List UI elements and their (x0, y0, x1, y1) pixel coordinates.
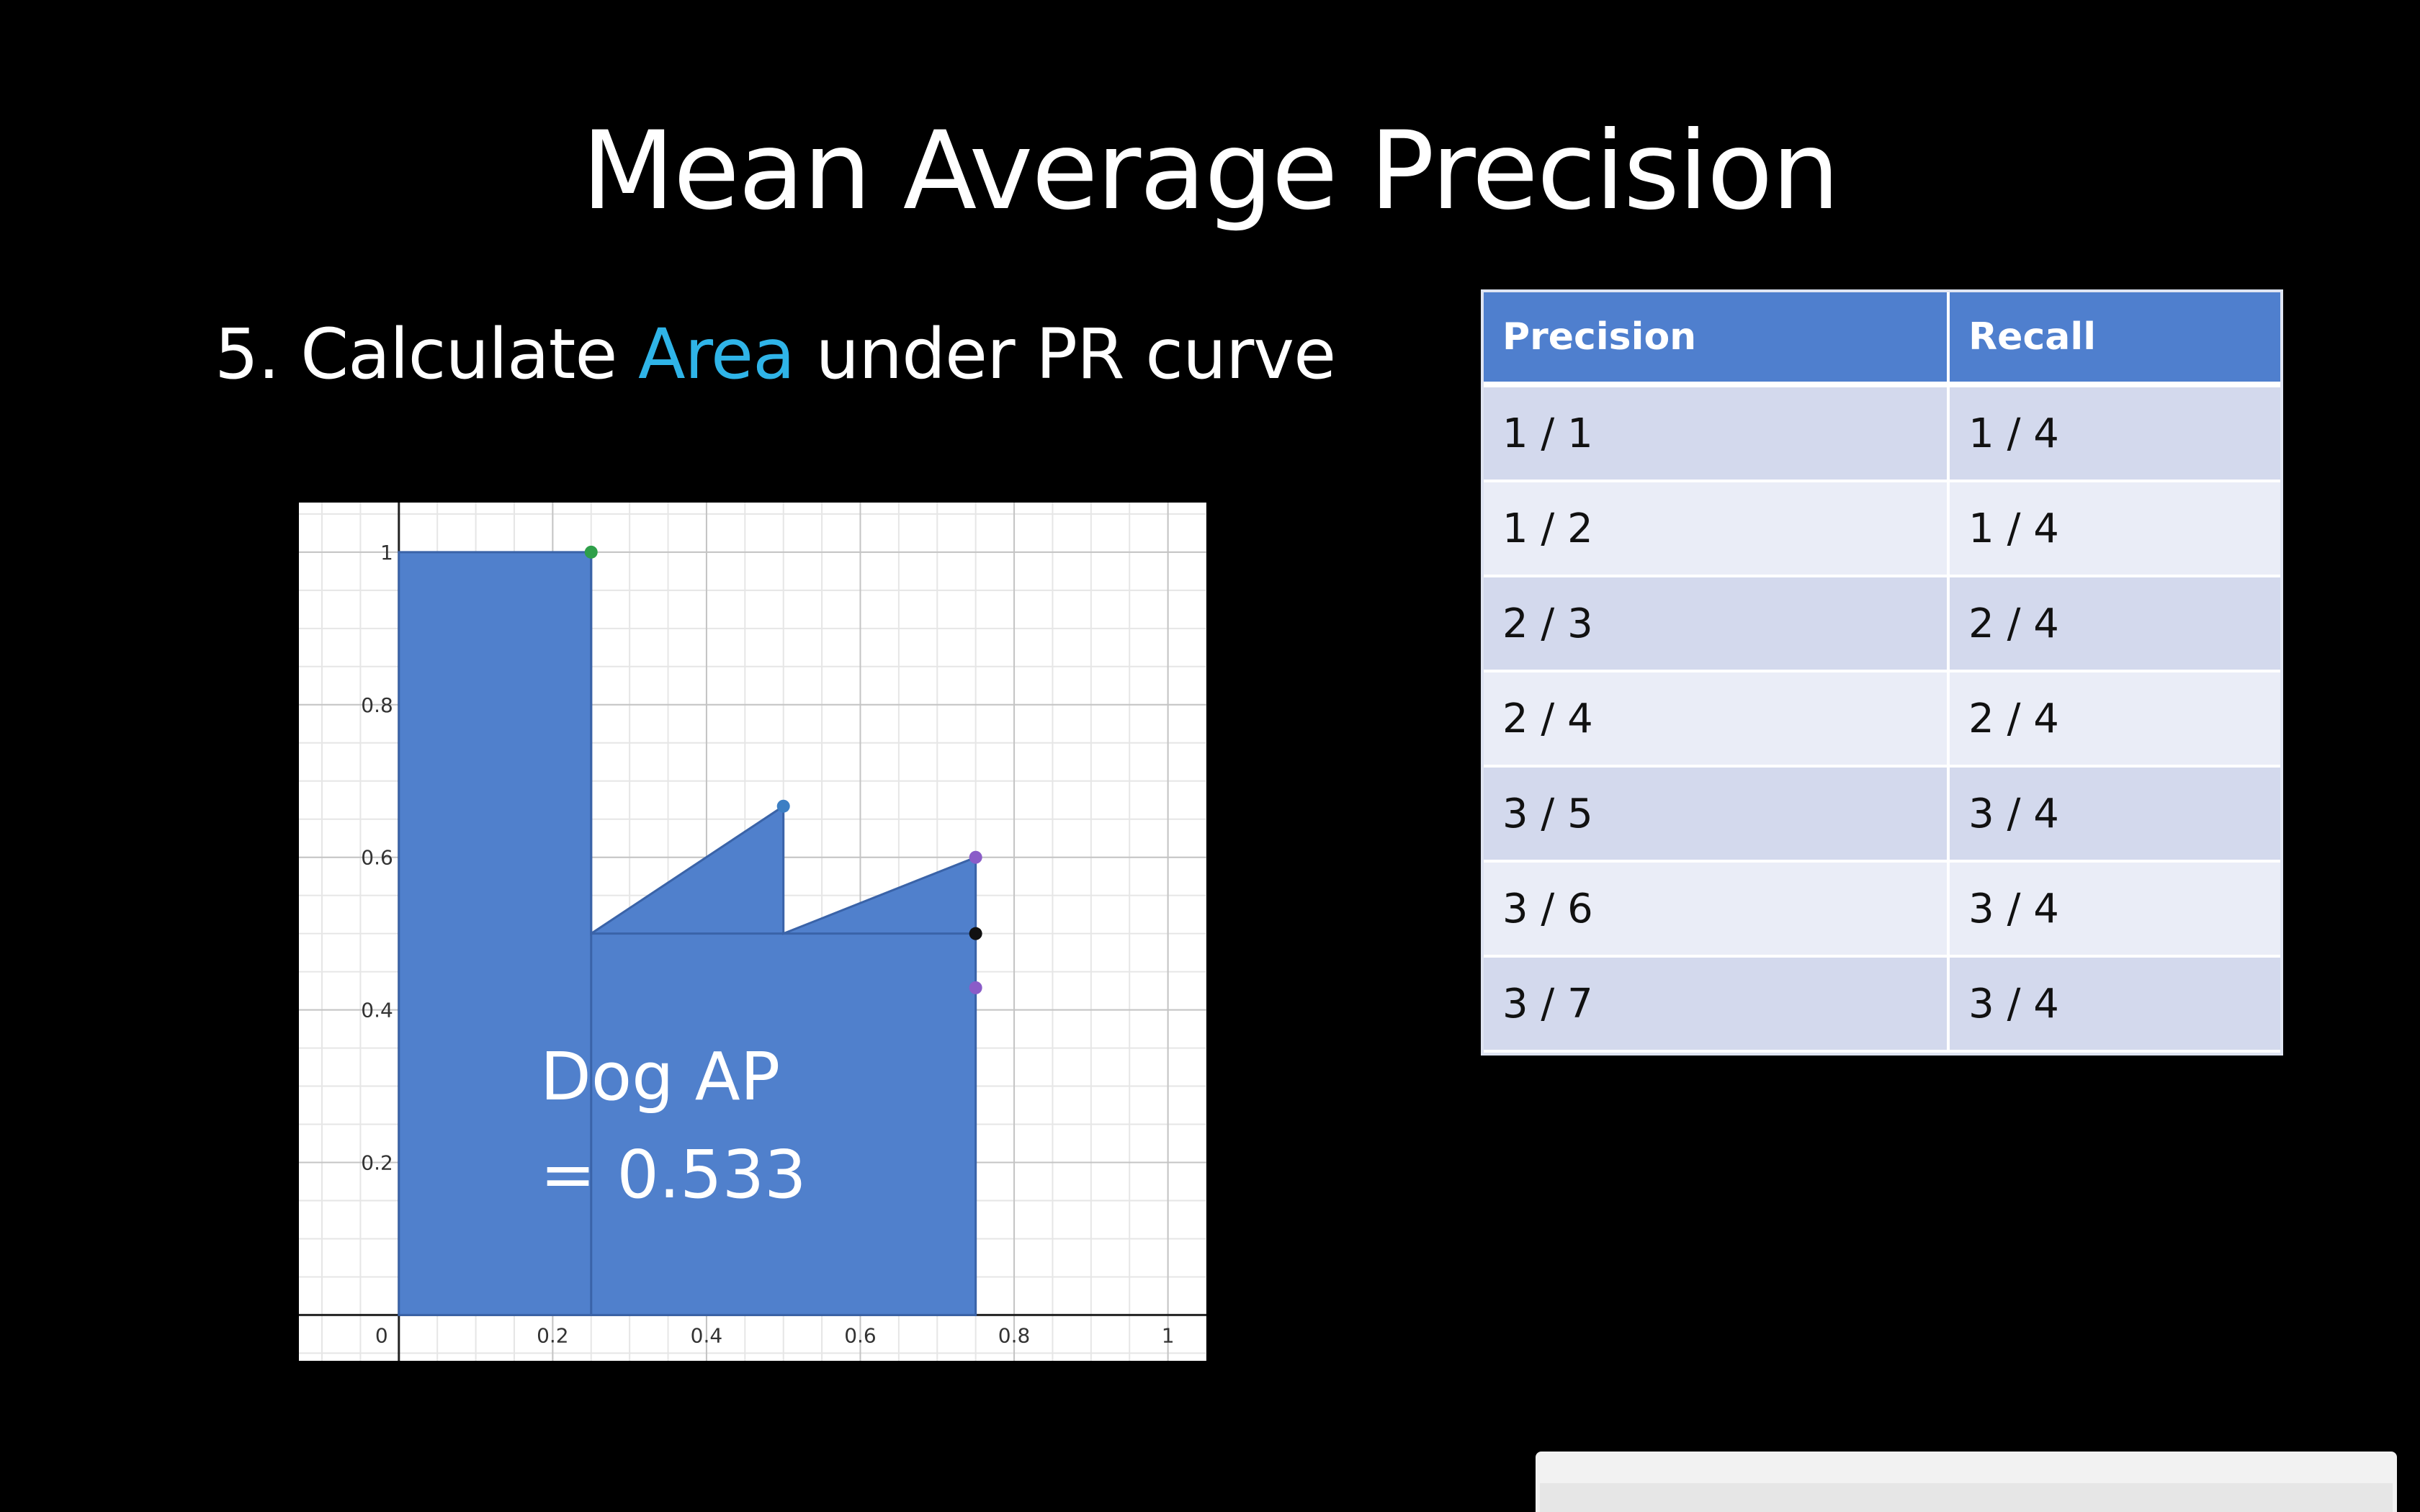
recall-cell: 3 / 4 (1948, 861, 2280, 958)
pr-curve-svg: 0 0.2 0.4 0.6 0.8 1 0.2 0.4 0.6 0.8 1 (299, 503, 1206, 1361)
y-tick-label: 0.4 (361, 999, 393, 1022)
slide-title: Mean Average Precision (581, 109, 1839, 234)
header-precision: Precision (1484, 292, 1950, 387)
x-tick-label: 0 (375, 1323, 388, 1347)
header-recall: Recall (1948, 292, 2280, 387)
precision-cell: 2 / 4 (1484, 671, 1950, 768)
table-row: 3 / 5 3 / 4 (1484, 766, 2280, 863)
step-highlight: Area (637, 314, 795, 395)
dog-ap-line2: = 0.533 (540, 1136, 807, 1213)
pr-point (776, 799, 790, 813)
pr-point (969, 850, 982, 864)
x-tick-label: 0.2 (537, 1323, 569, 1347)
step-heading: 5. Calculate Area under PR curve (215, 311, 1336, 397)
precision-cell: 2 / 3 (1484, 576, 1950, 672)
table-row: 1 / 2 1 / 4 (1484, 481, 2280, 577)
step-prefix: 5. Calculate (215, 314, 638, 395)
recall-cell: 1 / 4 (1948, 384, 2280, 482)
overlay-panel (1536, 1452, 2397, 1512)
table-row: 2 / 4 2 / 4 (1484, 671, 2280, 768)
recall-cell: 1 / 4 (1948, 481, 2280, 577)
precision-cell: 1 / 2 (1484, 481, 1950, 577)
y-tick-label: 1 (380, 541, 393, 564)
y-tick-label: 0.8 (361, 693, 393, 717)
x-tick-label: 0.6 (844, 1323, 877, 1347)
recall-cell: 2 / 4 (1948, 576, 2280, 672)
dog-ap-annotation: Dog AP = 0.533 (540, 1028, 807, 1224)
pr-curve-chart: 0 0.2 0.4 0.6 0.8 1 0.2 0.4 0.6 0.8 1 Dog AP = 0.5… (299, 503, 1206, 1361)
recall-cell: 2 / 4 (1948, 671, 2280, 768)
table-row: 3 / 7 3 / 4 (1484, 956, 2280, 1053)
precision-cell: 3 / 6 (1484, 861, 1950, 958)
pr-point (584, 545, 598, 559)
step-suffix: under PR curve (794, 314, 1336, 395)
dog-ap-line1: Dog AP (540, 1038, 781, 1115)
table-row: 3 / 6 3 / 4 (1484, 861, 2280, 958)
y-tick-label: 0.2 (361, 1151, 393, 1175)
x-tick-label: 1 (1162, 1323, 1175, 1347)
table-row: 2 / 3 2 / 4 (1484, 576, 2280, 672)
pr-point (969, 927, 982, 940)
precision-cell: 1 / 1 (1484, 384, 1950, 482)
precision-cell: 3 / 5 (1484, 766, 1950, 863)
recall-cell: 3 / 4 (1948, 766, 2280, 863)
table-header-row: Precision Recall (1484, 292, 2280, 387)
pr-point (969, 981, 982, 994)
table-row: 1 / 1 1 / 4 (1484, 384, 2280, 482)
x-tick-label: 0.8 (998, 1323, 1031, 1347)
precision-cell: 3 / 7 (1484, 956, 1950, 1053)
y-tick-label: 0.6 (361, 846, 393, 870)
precision-recall-table: Precision Recall 1 / 1 1 / 4 1 / 2 1 / 4… (1481, 289, 2283, 1056)
x-tick-label: 0.4 (691, 1323, 723, 1347)
overlay-panel-body (1540, 1483, 2393, 1512)
recall-cell: 3 / 4 (1948, 956, 2280, 1053)
